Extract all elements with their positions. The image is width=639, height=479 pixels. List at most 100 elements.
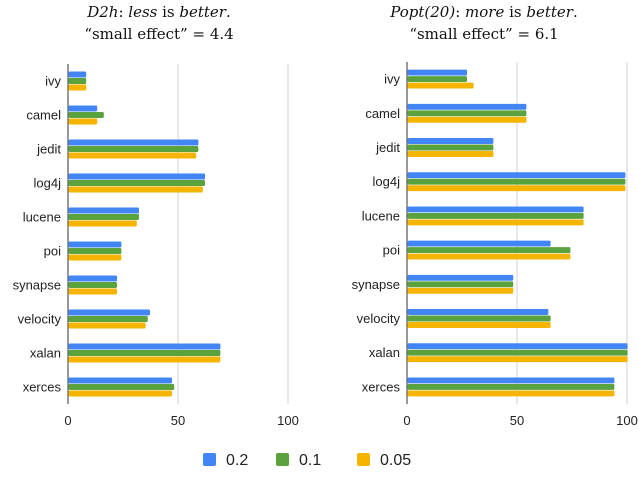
category-label-velocity: velocity bbox=[357, 311, 401, 326]
bar-synapse-0.1 bbox=[68, 282, 117, 288]
bar-lucene-0.2 bbox=[407, 206, 584, 213]
chart-title-line-1: Popt(20): more is better. bbox=[389, 3, 577, 21]
chart-panel-1: D2h: less is better. “small effect” = 4.4… bbox=[13, 3, 299, 428]
x-tick-label-100: 100 bbox=[277, 413, 299, 428]
bar-camel-0.1 bbox=[68, 112, 104, 118]
bar-velocity-0.05 bbox=[68, 322, 146, 329]
bar-velocity-0.1 bbox=[407, 315, 551, 322]
bar-jedit-0.2 bbox=[407, 138, 494, 144]
category-label-ivy: ivy bbox=[45, 74, 61, 89]
bar-lucene-0.1 bbox=[68, 214, 139, 220]
bar-ivy-0.1 bbox=[68, 78, 87, 84]
x-tick-label-100: 100 bbox=[616, 413, 638, 428]
bar-xerces-0.1 bbox=[407, 383, 615, 390]
bar-xerces-0.2 bbox=[407, 377, 615, 384]
category-label-camel: camel bbox=[26, 108, 61, 123]
category-label-jedit: jedit bbox=[375, 140, 400, 155]
bar-synapse-0.05 bbox=[68, 288, 117, 295]
bar-camel-0.05 bbox=[407, 116, 527, 123]
category-label-ivy: ivy bbox=[384, 72, 400, 87]
category-label-log4j: log4j bbox=[34, 176, 62, 191]
category-label-xerces: xerces bbox=[362, 379, 401, 394]
bar-xalan-0.2 bbox=[68, 343, 221, 350]
bar-ivy-0.2 bbox=[68, 71, 87, 78]
legend-label-0.1: 0.1 bbox=[299, 452, 321, 469]
bar-xalan-0.1 bbox=[68, 350, 221, 356]
bar-poi-0.1 bbox=[68, 248, 122, 254]
bar-xerces-0.05 bbox=[407, 390, 615, 397]
bar-jedit-0.1 bbox=[407, 144, 494, 151]
bar-poi-0.05 bbox=[68, 254, 122, 261]
bar-xerces-0.2 bbox=[68, 377, 172, 384]
x-tick-label-50: 50 bbox=[510, 413, 524, 428]
bar-xalan-0.1 bbox=[407, 349, 628, 356]
x-tick-label-50: 50 bbox=[171, 413, 185, 428]
bar-xalan-0.05 bbox=[407, 356, 628, 363]
bar-log4j-0.2 bbox=[407, 172, 626, 179]
bar-poi-0.2 bbox=[68, 241, 122, 248]
bar-jedit-0.2 bbox=[68, 139, 199, 146]
x-tick-label-0: 0 bbox=[403, 413, 410, 428]
bar-log4j-0.05 bbox=[407, 185, 626, 192]
legend-swatch-0.05 bbox=[357, 453, 370, 466]
x-tick-label-0: 0 bbox=[64, 413, 71, 428]
bar-log4j-0.1 bbox=[407, 178, 626, 185]
bar-xerces-0.1 bbox=[68, 384, 175, 390]
category-label-poi: poi bbox=[383, 243, 400, 258]
bar-xalan-0.05 bbox=[68, 356, 221, 363]
bar-velocity-0.1 bbox=[68, 316, 148, 322]
category-label-synapse: synapse bbox=[13, 278, 61, 293]
bar-log4j-0.1 bbox=[68, 180, 205, 186]
chart-title-line-2: “small effect” = 4.4 bbox=[84, 25, 233, 43]
bar-camel-0.05 bbox=[68, 118, 98, 125]
bar-log4j-0.05 bbox=[68, 186, 203, 193]
category-label-lucene: lucene bbox=[23, 210, 61, 225]
bar-synapse-0.05 bbox=[407, 287, 514, 294]
legend-label-0.05: 0.05 bbox=[380, 452, 411, 469]
bar-lucene-0.1 bbox=[407, 212, 584, 219]
bar-ivy-0.2 bbox=[407, 69, 467, 76]
legend-label-0.2: 0.2 bbox=[226, 452, 248, 469]
bar-xalan-0.2 bbox=[407, 343, 628, 350]
legend-swatch-0.2 bbox=[203, 453, 216, 466]
bar-jedit-0.05 bbox=[68, 152, 197, 159]
category-label-jedit: jedit bbox=[36, 142, 61, 157]
bar-lucene-0.05 bbox=[68, 220, 137, 227]
bar-lucene-0.2 bbox=[68, 207, 139, 214]
bar-xerces-0.05 bbox=[68, 390, 172, 397]
chart-panel-2: Popt(20): more is better. “small effect” … bbox=[352, 3, 638, 428]
bar-camel-0.2 bbox=[407, 103, 527, 110]
bar-jedit-0.05 bbox=[407, 151, 494, 157]
legend: 0.2 0.1 0.05 bbox=[203, 452, 411, 469]
bar-camel-0.1 bbox=[407, 110, 527, 117]
bar-ivy-0.05 bbox=[68, 84, 87, 91]
bar-velocity-0.05 bbox=[407, 322, 551, 328]
bar-velocity-0.2 bbox=[407, 309, 549, 315]
legend-swatch-0.1 bbox=[276, 453, 289, 466]
category-label-log4j: log4j bbox=[373, 174, 401, 189]
bar-ivy-0.1 bbox=[407, 76, 467, 83]
chart-title-line-1: D2h: less is better. bbox=[86, 3, 231, 21]
chart-title-line-2: “small effect” = 6.1 bbox=[409, 25, 558, 43]
bar-log4j-0.2 bbox=[68, 173, 205, 180]
category-label-xerces: xerces bbox=[23, 380, 62, 395]
category-label-lucene: lucene bbox=[362, 208, 400, 223]
bar-poi-0.1 bbox=[407, 247, 571, 254]
bar-jedit-0.1 bbox=[68, 146, 199, 152]
bar-synapse-0.2 bbox=[407, 274, 514, 281]
bar-poi-0.05 bbox=[407, 253, 571, 260]
bar-poi-0.2 bbox=[407, 240, 551, 247]
category-label-xalan: xalan bbox=[369, 345, 400, 360]
category-label-camel: camel bbox=[365, 106, 400, 121]
bar-velocity-0.2 bbox=[68, 309, 150, 316]
bar-synapse-0.2 bbox=[68, 275, 117, 282]
category-label-poi: poi bbox=[44, 244, 61, 259]
bar-camel-0.2 bbox=[68, 105, 98, 112]
bar-synapse-0.1 bbox=[407, 281, 514, 288]
category-label-velocity: velocity bbox=[18, 312, 62, 327]
category-label-synapse: synapse bbox=[352, 277, 400, 292]
bar-lucene-0.05 bbox=[407, 219, 584, 226]
category-label-xalan: xalan bbox=[30, 346, 61, 361]
bar-ivy-0.05 bbox=[407, 82, 474, 89]
